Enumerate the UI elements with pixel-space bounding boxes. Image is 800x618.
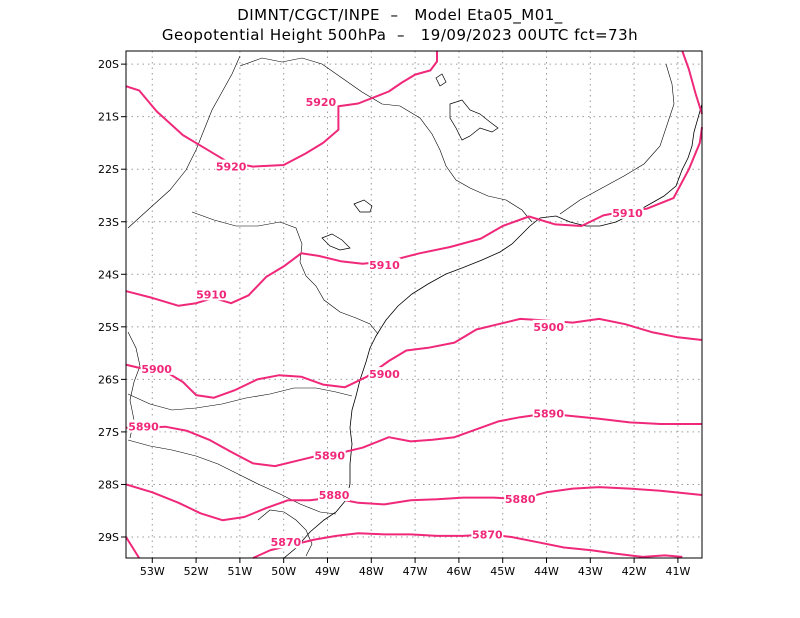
contour-label-bg — [368, 367, 401, 381]
x-tick-label: 46W — [446, 565, 471, 578]
contour-label-5870: 5870 — [271, 536, 302, 549]
contour-label-5900: 5900 — [369, 368, 400, 381]
contour-5920 — [125, 51, 438, 168]
x-tick-label: 51W — [227, 565, 252, 578]
atlantic-coastline — [283, 103, 703, 559]
contour-label-5910: 5910 — [369, 259, 400, 272]
reservoir-sp-interior — [353, 199, 373, 213]
border-pr-sc — [127, 387, 353, 411]
contour-labels: 5920 5920 5910 5910 5910 5900 5900 5900 5890 5890… — [127, 94, 644, 549]
lagoa-dos-patos — [257, 509, 313, 557]
x-tick-label: 45W — [490, 565, 515, 578]
contour-label-bg — [304, 94, 337, 108]
y-tick-label: 27S — [98, 426, 119, 439]
contour-label-5910: 5910 — [612, 207, 643, 220]
border-sc-rs — [127, 439, 337, 515]
x-tick-label: 53W — [140, 565, 165, 578]
contour-5890 — [126, 412, 702, 468]
contour-label-bg — [127, 419, 160, 433]
contour-label-5880: 5880 — [319, 489, 350, 502]
x-tick-label: 47W — [403, 565, 428, 578]
contour-5870 — [252, 532, 683, 559]
y-tick-label: 24S — [98, 268, 119, 281]
contour-label-bg — [215, 159, 248, 173]
x-tick-label: 43W — [578, 565, 603, 578]
y-tick-label: 26S — [98, 373, 119, 386]
y-tick-label: 28S — [98, 478, 119, 491]
contour-label-bg — [269, 535, 302, 549]
contour-label-bg — [195, 287, 228, 301]
reservoir-minas — [435, 73, 447, 87]
contour-label-bg — [368, 257, 401, 271]
reservoir-furnas — [449, 99, 499, 141]
contour-label-bg — [611, 205, 644, 219]
contour-label-bg — [532, 406, 565, 420]
contour-label-5870: 5870 — [472, 528, 503, 541]
contour-label-5900: 5900 — [141, 363, 172, 376]
border-sp-mg — [239, 57, 533, 223]
contour-5920 — [681, 50, 703, 115]
x-tick-label: 44W — [534, 565, 559, 578]
contour-label-5920: 5920 — [306, 96, 337, 109]
axis-ticks-and-labels: 53W 52W 51W 50W 49W 48W 47W 46W 45W 44W 43W 42W 41W 2… — [98, 58, 690, 578]
contour-label-5910: 5910 — [196, 288, 227, 301]
geopotential-contours — [125, 50, 703, 559]
contour-label-bg — [471, 527, 504, 541]
contour-label-5900: 5900 — [533, 321, 564, 334]
contour-5870 — [125, 536, 140, 559]
contour-label-bg — [504, 492, 537, 506]
y-tick-label: 23S — [98, 216, 119, 229]
contour-label-bg — [532, 319, 565, 333]
contour-5900 — [125, 317, 703, 399]
map-title-line-1: DIMNT/CGCT/INPE – Model Eta05_M01_ — [237, 6, 563, 24]
reservoir-parana — [321, 233, 351, 251]
contour-label-bg — [318, 487, 351, 501]
contour-label-5920: 5920 — [216, 161, 247, 174]
contour-label-5890: 5890 — [128, 421, 159, 434]
border-ms-sp — [127, 55, 241, 229]
x-tick-label: 49W — [315, 565, 340, 578]
x-tick-label: 48W — [359, 565, 384, 578]
lat-lon-grid — [126, 51, 702, 558]
y-tick-label: 29S — [98, 531, 119, 544]
contour-label-5890: 5890 — [314, 450, 345, 463]
x-tick-label: 50W — [271, 565, 296, 578]
y-tick-label: 22S — [98, 163, 119, 176]
y-tick-label: 20S — [98, 58, 119, 71]
x-tick-label: 42W — [622, 565, 647, 578]
contour-label-bg — [140, 361, 173, 375]
border-mg-rj-es — [559, 63, 675, 215]
x-tick-label: 52W — [184, 565, 209, 578]
contour-label-5890: 5890 — [533, 408, 564, 421]
map-title-line-2: Geopotential Height 500hPa – 19/09/2023 … — [161, 26, 639, 44]
map-frame — [125, 50, 703, 559]
contour-label-bg — [313, 448, 346, 462]
coastline-and-borders — [127, 55, 703, 559]
y-tick-label: 25S — [98, 321, 119, 334]
contour-5880 — [125, 483, 703, 522]
border-sp-pr — [191, 211, 379, 335]
contour-label-5880: 5880 — [505, 493, 536, 506]
y-tick-label: 21S — [98, 111, 119, 124]
x-tick-label: 41W — [665, 565, 690, 578]
